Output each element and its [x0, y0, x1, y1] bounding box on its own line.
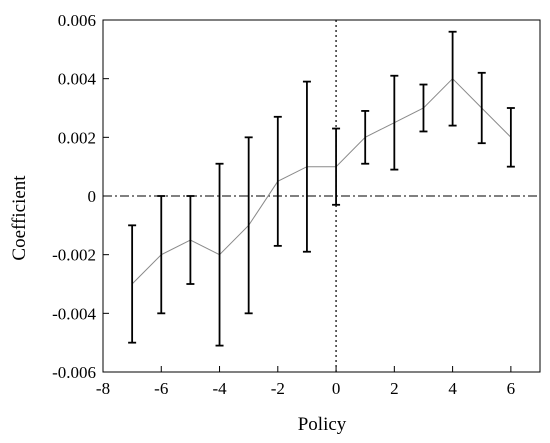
- plot-area: -8 -6 -4 -2 0 2 4 6 -0.006 -0.004 -0.002 0 0.002 0.00…: [52, 11, 541, 398]
- x-tick-label: 6: [507, 379, 516, 398]
- x-tick-label: 0: [332, 379, 341, 398]
- coefficient-line: [131, 77, 512, 285]
- x-tick-label: -8: [96, 379, 110, 398]
- plot-frame: [102, 19, 541, 373]
- x-tick-label: -6: [154, 379, 168, 398]
- y-axis-title: Coefficient: [9, 175, 30, 261]
- y-tick-label: -0.004: [52, 304, 96, 323]
- y-tick-label: 0.002: [58, 128, 96, 147]
- x-tick-label: -2: [271, 379, 285, 398]
- x-tick-label: 4: [448, 379, 457, 398]
- x-axis-title: Policy: [298, 414, 347, 435]
- y-tick-label: -0.002: [52, 246, 96, 265]
- y-tick-label: 0: [88, 187, 97, 206]
- y-tick-label: 0.004: [58, 70, 97, 89]
- x-tick-label: -4: [212, 379, 227, 398]
- y-tick-label: -0.006: [52, 363, 96, 382]
- y-tick-label: 0.006: [58, 11, 96, 30]
- x-tick-label: 2: [390, 379, 399, 398]
